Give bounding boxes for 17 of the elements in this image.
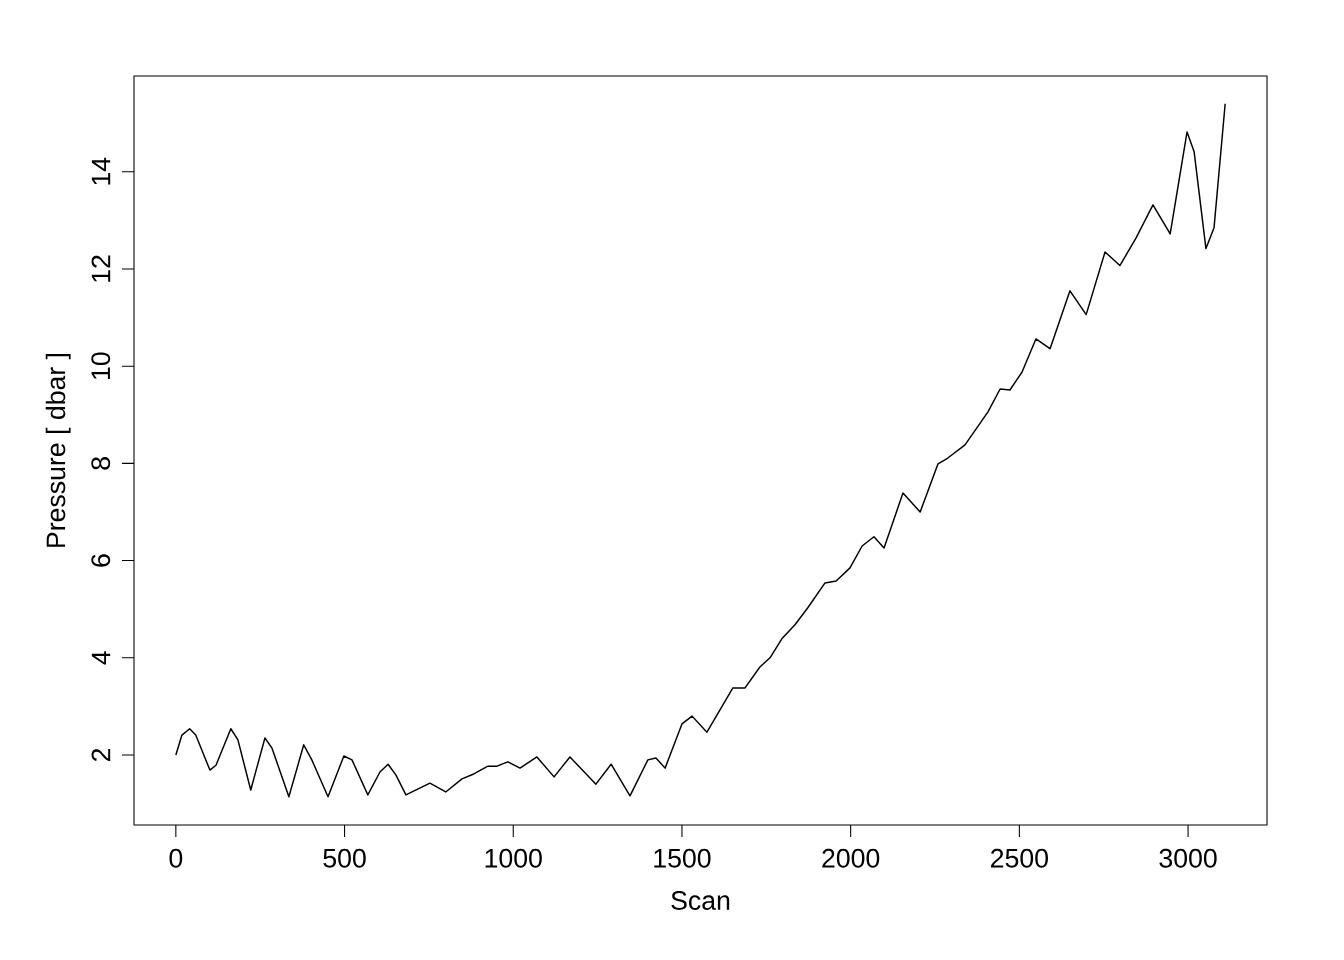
y-tick-label: 8 — [91, 457, 111, 470]
y-tick-label: 4 — [91, 651, 111, 665]
y-axis-title: Pressure [ dbar ] — [45, 353, 71, 547]
y-tick-label: 6 — [91, 554, 111, 567]
x-axis-title: Scan — [671, 891, 730, 910]
x-tick-label: 500 — [323, 848, 366, 868]
y-tick-label: 14 — [91, 157, 111, 185]
y-tick-label: 10 — [91, 352, 111, 379]
y-tick-label: 12 — [91, 255, 111, 282]
x-tick-label: 3000 — [1159, 848, 1217, 868]
line-series — [175, 102, 1226, 798]
x-tick-label: 1000 — [485, 848, 542, 868]
y-tick-label: 2 — [91, 748, 111, 762]
x-tick-label: 2000 — [822, 848, 880, 868]
x-tick-label: 2500 — [991, 848, 1048, 868]
x-tick-label: 0 — [169, 848, 183, 868]
x-tick-label: 1500 — [654, 848, 711, 868]
